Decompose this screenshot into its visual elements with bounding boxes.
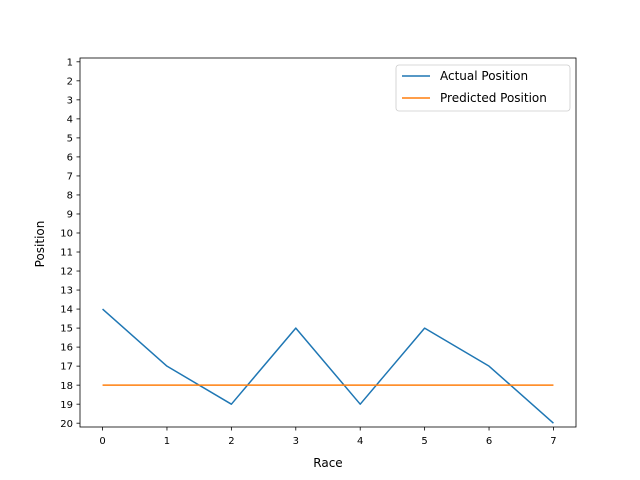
plot-frame bbox=[79, 57, 577, 428]
x-tick-label: 4 bbox=[357, 436, 363, 447]
y-tick-label: 7 bbox=[67, 172, 73, 183]
x-axis-label: Race bbox=[313, 456, 342, 470]
series-line-1 bbox=[102, 308, 554, 424]
y-tick-label: 5 bbox=[67, 133, 73, 144]
legend-label-2: Predicted Position bbox=[440, 91, 547, 105]
y-tick-label: 3 bbox=[67, 95, 73, 106]
y-tick-label: 4 bbox=[67, 114, 73, 125]
legend-box bbox=[395, 64, 571, 112]
y-tick-label: 8 bbox=[67, 191, 73, 202]
y-tick-label: 1 bbox=[67, 57, 73, 68]
y-tick-label: 10 bbox=[60, 229, 73, 240]
y-tick-label: 17 bbox=[60, 362, 73, 373]
y-tick-label: 13 bbox=[60, 286, 73, 297]
x-tick-label: 6 bbox=[486, 436, 492, 447]
y-tick-label: 16 bbox=[60, 343, 73, 354]
y-tick-label: 20 bbox=[60, 419, 73, 430]
y-tick-label: 18 bbox=[60, 381, 73, 392]
x-tick-label: 1 bbox=[164, 436, 170, 447]
y-tick-label: 15 bbox=[60, 324, 73, 335]
y-tick-label: 14 bbox=[60, 305, 73, 316]
series-layer bbox=[102, 308, 554, 424]
y-tick-label: 11 bbox=[60, 248, 73, 259]
y-tick-label: 19 bbox=[60, 400, 73, 411]
y-tick-label: 6 bbox=[67, 153, 73, 164]
y-tick-label: 2 bbox=[67, 76, 73, 87]
legend: Actual Position Predicted Position bbox=[395, 64, 571, 112]
x-tick-label: 5 bbox=[421, 436, 427, 447]
legend-label-1: Actual Position bbox=[440, 69, 528, 83]
x-tick-label: 2 bbox=[228, 436, 234, 447]
y-tick-label: 12 bbox=[60, 267, 73, 278]
x-tick-label: 7 bbox=[550, 436, 556, 447]
x-tick-label: 0 bbox=[99, 436, 105, 447]
y-tick-label: 9 bbox=[67, 210, 73, 221]
x-tick-label: 3 bbox=[293, 436, 299, 447]
y-axis-label: Position bbox=[33, 221, 47, 268]
